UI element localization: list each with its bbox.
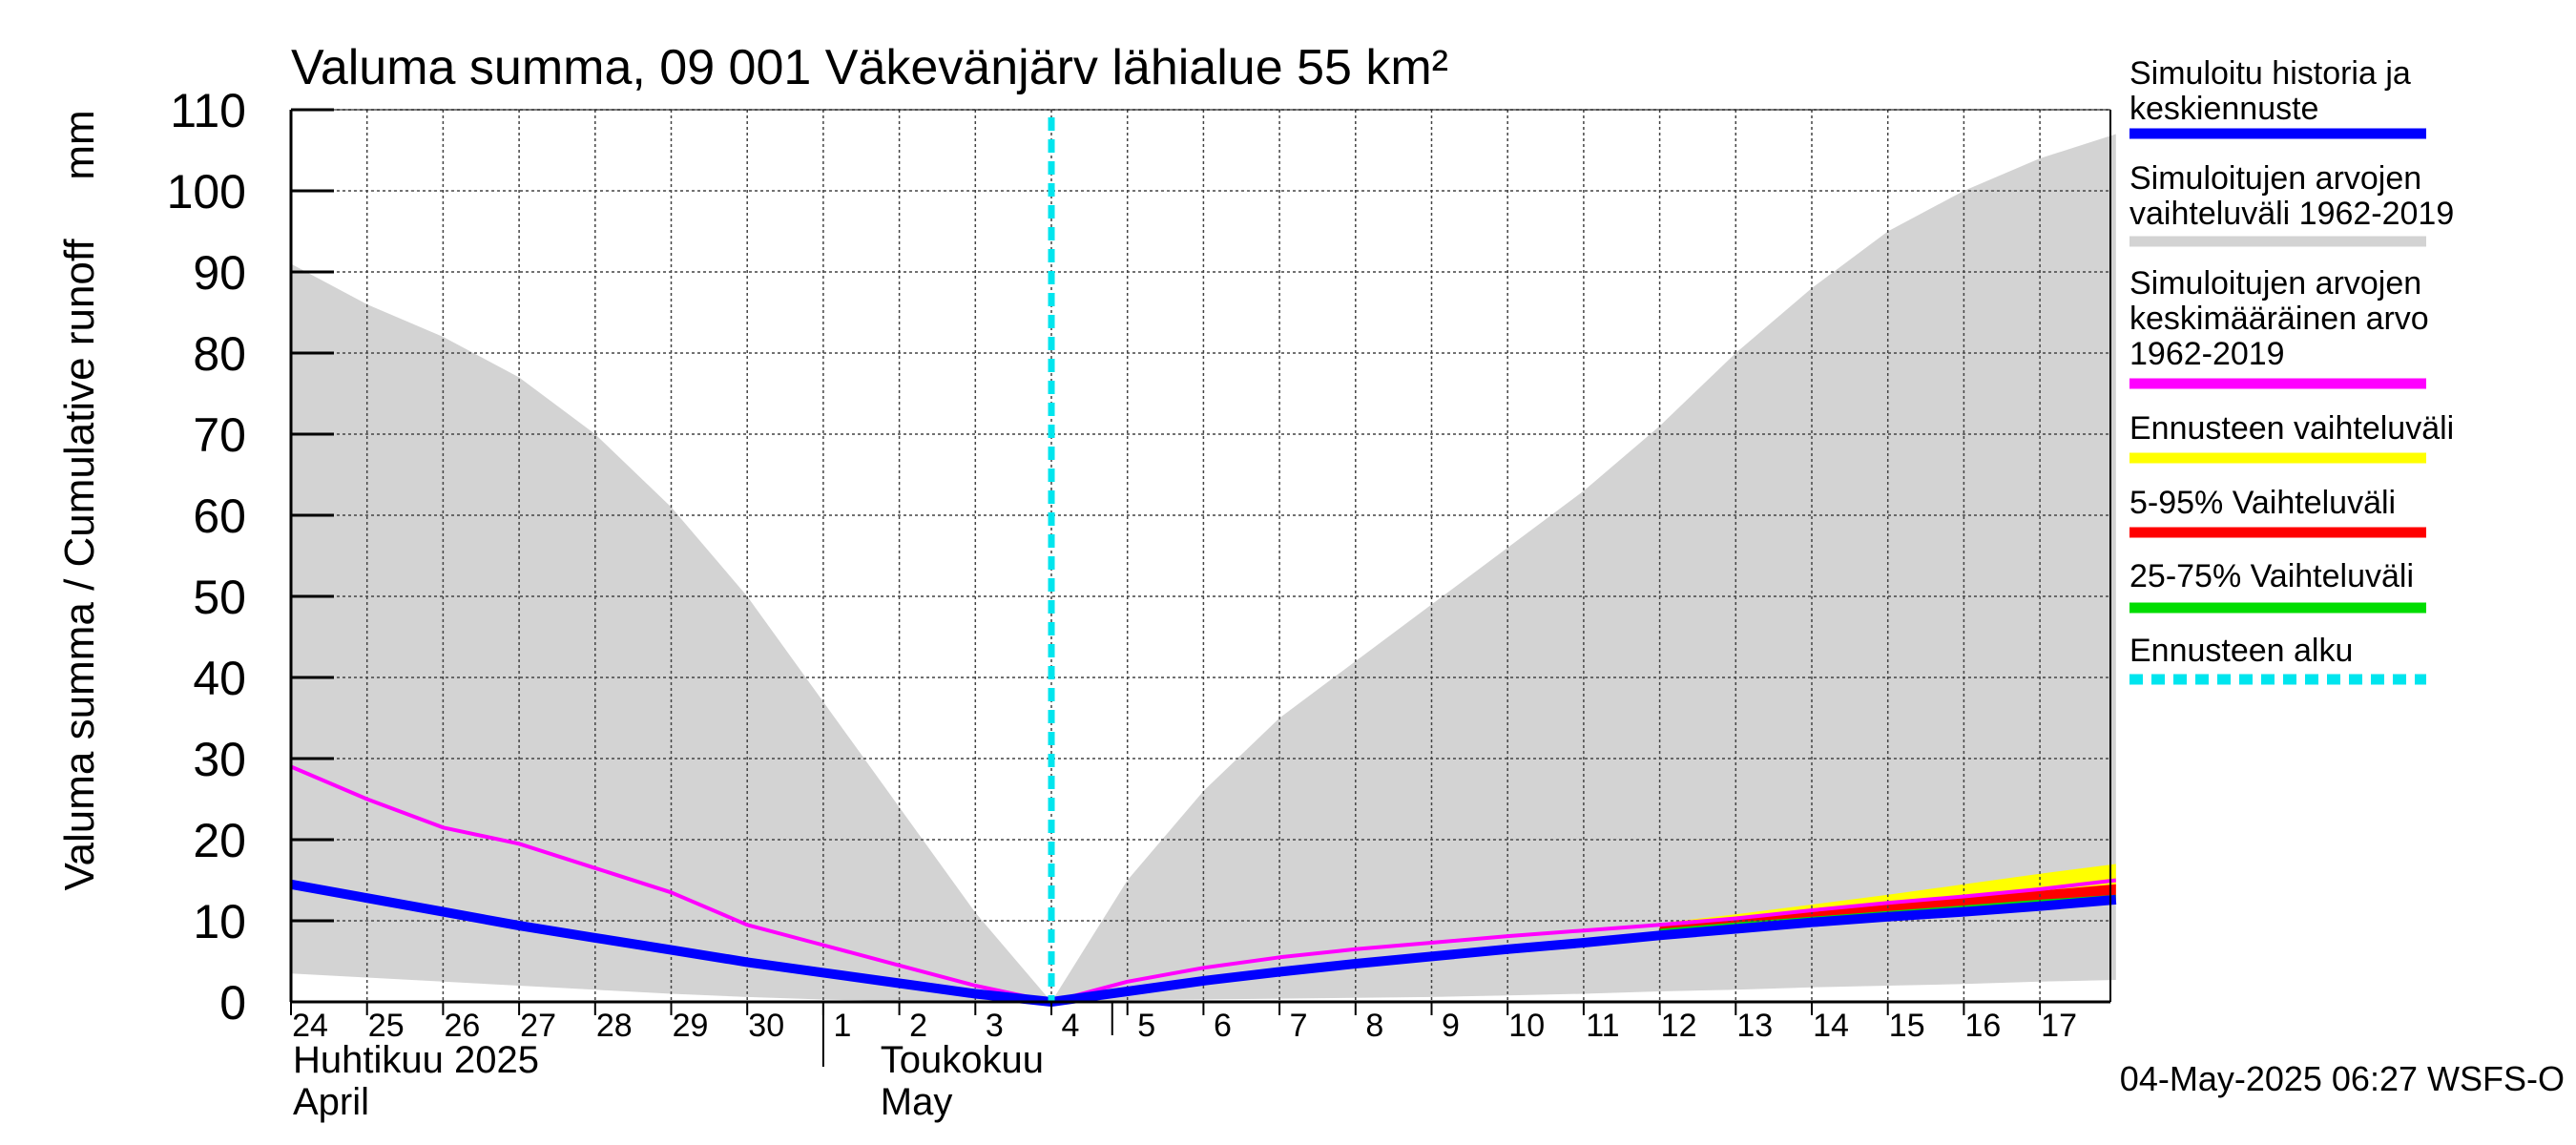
- legend-label: 5-95% Vaihteluväli: [2129, 485, 2396, 521]
- x-day-label: 25: [368, 1008, 405, 1044]
- line-mean_hist: [290, 764, 2117, 1004]
- x-day-label: 6: [1214, 1008, 1232, 1044]
- x-day-label: 30: [748, 1008, 784, 1044]
- x-day-label: 4: [1062, 1008, 1080, 1044]
- y-tick-label: 50: [193, 571, 246, 624]
- x-day-label: 15: [1889, 1008, 1925, 1044]
- legend-label: keskimääräinen arvo: [2129, 301, 2429, 337]
- chart-title: Valuma summa, 09 001 Väkevänjärv lähialu…: [291, 40, 1448, 95]
- y-tick-label: 20: [193, 814, 246, 867]
- legend-label: 25-75% Vaihteluväli: [2129, 558, 2414, 594]
- month-label-fi: Toukokuu: [881, 1039, 1044, 1081]
- x-day-label: 28: [596, 1008, 633, 1044]
- legend-label: Simuloitu historia ja: [2129, 55, 2411, 92]
- band-range_hist: [291, 134, 2116, 1002]
- x-day-label: 11: [1586, 1008, 1619, 1044]
- legend-label: Simuloitujen arvojen: [2129, 265, 2421, 302]
- month-label-en: April: [293, 1081, 369, 1123]
- footer-timestamp: 04-May-2025 06:27 WSFS-O: [2120, 1059, 2565, 1098]
- x-day-label: 12: [1661, 1008, 1697, 1044]
- y-tick-label: 80: [193, 327, 246, 381]
- axes: [289, 108, 2111, 1067]
- y-tick-label: 100: [167, 165, 246, 219]
- series-lines: [290, 117, 2117, 1007]
- y-tick-label: 10: [193, 895, 246, 948]
- legend-label: 1962-2019: [2129, 336, 2285, 372]
- y-tick-label: 30: [193, 733, 246, 786]
- line-history: [290, 879, 2117, 1007]
- x-day-label: 16: [1964, 1008, 2001, 1044]
- legend-label: vaihteluväli 1962-2019: [2129, 196, 2454, 232]
- y-tick-label: 90: [193, 246, 246, 300]
- legend-label: Ennusteen vaihteluväli: [2129, 410, 2454, 447]
- y-tick-label: 110: [170, 84, 246, 137]
- legend-label: Simuloitujen arvojen: [2129, 160, 2421, 197]
- month-label-en: May: [881, 1081, 953, 1123]
- y-tick-label: 40: [193, 652, 246, 705]
- x-day-label: 13: [1736, 1008, 1773, 1044]
- x-day-label: 3: [986, 1008, 1004, 1044]
- y-tick-label: 60: [193, 489, 246, 543]
- x-day-label: 29: [673, 1008, 709, 1044]
- x-day-label: 17: [2041, 1008, 2077, 1044]
- legend-label: keskiennuste: [2129, 91, 2318, 127]
- month-label-fi: Huhtikuu 2025: [293, 1039, 539, 1081]
- x-day-label: 14: [1813, 1008, 1849, 1044]
- x-day-label: 5: [1137, 1008, 1155, 1044]
- x-day-label: 8: [1365, 1008, 1383, 1044]
- x-day-label: 2: [909, 1008, 927, 1044]
- y-tick-label: 0: [219, 976, 246, 1030]
- x-day-label: 10: [1508, 1008, 1545, 1044]
- x-day-label: 24: [292, 1008, 328, 1044]
- legend-label: Ennusteen alku: [2129, 633, 2353, 669]
- x-day-label: 9: [1442, 1008, 1460, 1044]
- x-day-label: 7: [1290, 1008, 1308, 1044]
- y-axis-unit: mm: [56, 110, 103, 179]
- x-day-label: 1: [833, 1008, 851, 1044]
- y-axis-label: Valuma summa / Cumulative runoff: [56, 239, 103, 891]
- x-day-label: 26: [444, 1008, 480, 1044]
- x-day-label: 27: [520, 1008, 556, 1044]
- y-tick-label: 70: [193, 408, 246, 462]
